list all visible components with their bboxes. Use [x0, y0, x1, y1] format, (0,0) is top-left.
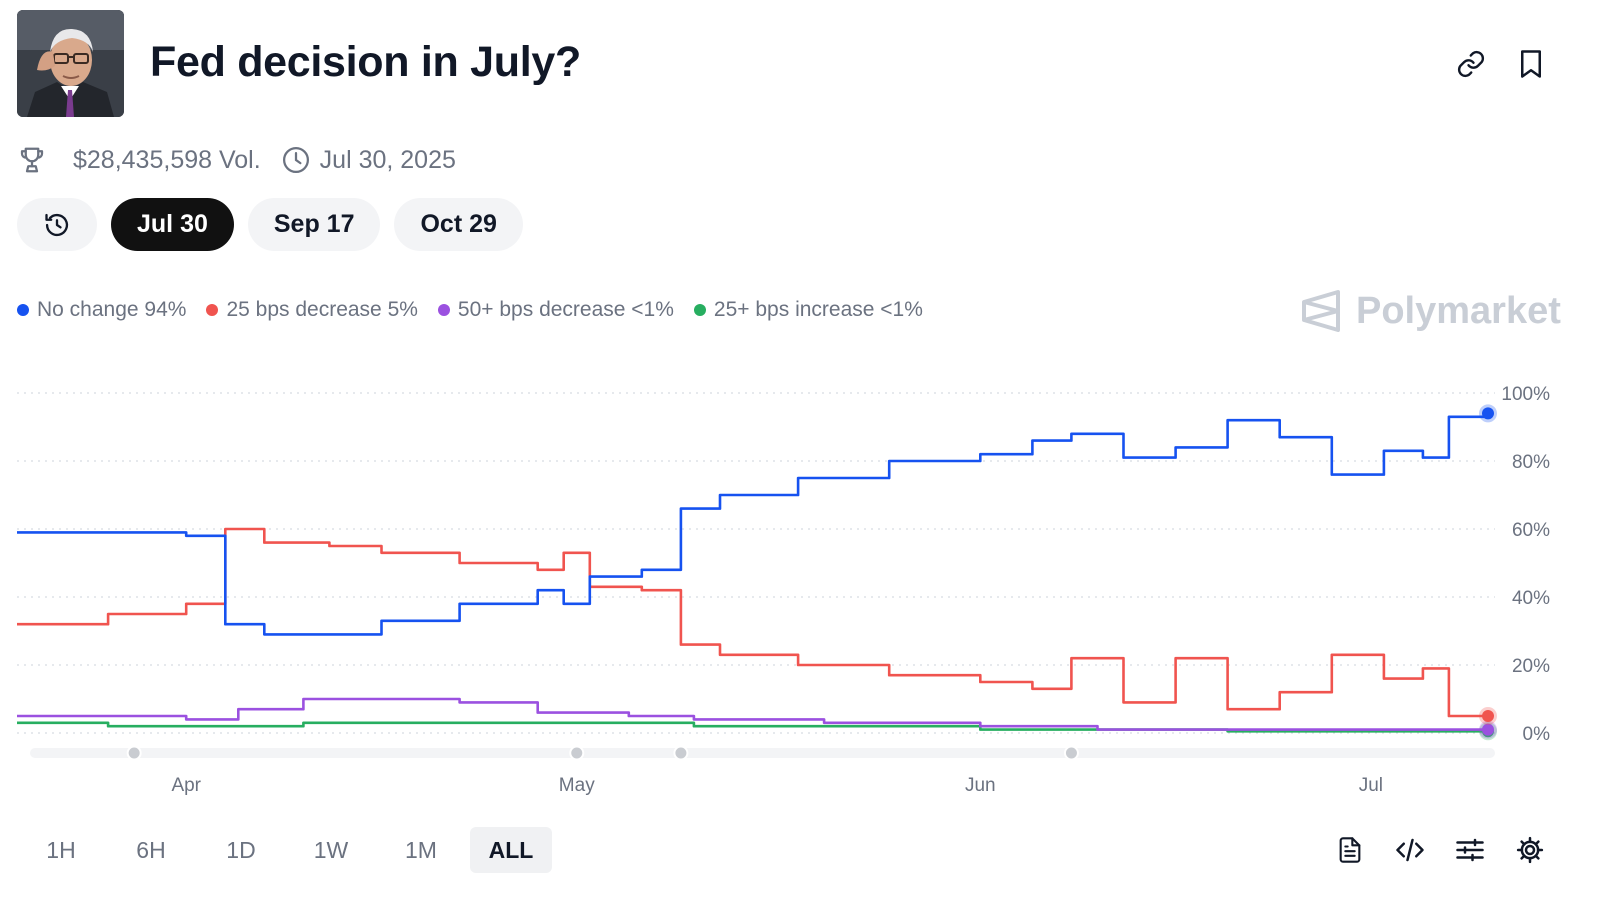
trophy-icon	[17, 145, 47, 175]
legend-dot	[693, 304, 706, 316]
y-tick-label: 0%	[1523, 724, 1551, 745]
gear-icon[interactable]	[1510, 830, 1550, 870]
range-all[interactable]: ALL	[470, 827, 552, 873]
x-tick-label: May	[559, 775, 595, 796]
clock-icon	[281, 145, 311, 175]
timeline-marker	[1063, 745, 1079, 761]
legend-dot	[437, 304, 450, 316]
legend-label: 25 bps decrease 5%	[226, 298, 418, 321]
sliders-icon[interactable]	[1450, 830, 1490, 870]
series-end-point	[1482, 407, 1494, 420]
y-tick-label: 80%	[1512, 452, 1550, 473]
y-tick-label: 100%	[1501, 384, 1550, 405]
50bps-decrease-line	[17, 697, 1488, 731]
legend-item: 50+ bps decrease <1%	[437, 298, 674, 322]
legend-item: 25 bps decrease 5%	[206, 298, 418, 322]
x-tick-label: Apr	[171, 775, 201, 796]
series-layer	[17, 404, 1497, 741]
series-end-point	[1482, 710, 1494, 722]
chart-legend: No change 94% 25 bps decrease 5% 50+ bps…	[17, 298, 923, 322]
volume-text: $28,435,598 Vol.	[73, 145, 261, 174]
brand-name: Polymarket	[1356, 289, 1561, 332]
series-end-point	[1482, 723, 1494, 736]
legend-label: No change 94%	[37, 298, 187, 321]
history-icon	[43, 211, 71, 239]
legend-dot	[206, 304, 219, 316]
range-1d[interactable]: 1D	[226, 836, 256, 863]
history-button[interactable]	[17, 198, 97, 251]
y-tick-label: 40%	[1512, 588, 1550, 609]
x-tick-label: Jul	[1359, 775, 1383, 796]
chart-toolbar	[1330, 830, 1550, 870]
price-chart[interactable]: 100% 80% 60% 40% 20% 0% Apr May Jun Jul	[0, 360, 1600, 810]
date-tabs: Jul 30 Sep 17 Oct 29	[17, 198, 523, 251]
range-6h[interactable]: 6H	[136, 836, 166, 863]
25bps-decrease-line	[17, 527, 1488, 718]
axis-layer: 100% 80% 60% 40% 20% 0% Apr May Jun Jul	[171, 384, 1550, 796]
tab-oct-29[interactable]: Oct 29	[394, 198, 523, 251]
code-icon[interactable]	[1390, 830, 1430, 870]
legend-label: 50+ bps decrease <1%	[457, 298, 674, 321]
grid-layer	[17, 392, 1495, 734]
timeline-marker	[126, 745, 142, 761]
range-1h[interactable]: 1H	[46, 836, 76, 863]
no-change-line	[17, 413, 1490, 636]
legend-label: 25+ bps increase <1%	[713, 298, 923, 321]
tab-jul-30[interactable]: Jul 30	[111, 198, 234, 251]
polymarket-watermark: Polymarket	[1300, 288, 1561, 334]
polymarket-logo-icon	[1300, 288, 1342, 334]
end-date-text: Jul 30, 2025	[319, 145, 456, 174]
timeline-marker	[673, 745, 689, 761]
range-1w[interactable]: 1W	[313, 836, 349, 863]
tab-sep-17[interactable]: Sep 17	[247, 198, 381, 251]
y-tick-label: 60%	[1512, 520, 1550, 541]
timeline-track	[30, 748, 1495, 758]
legend-dot	[17, 304, 29, 316]
scrubber-layer	[30, 745, 1495, 761]
page-title: Fed decision in July?	[150, 38, 581, 86]
x-tick-label: Jun	[965, 775, 996, 796]
y-tick-label: 20%	[1512, 656, 1550, 677]
range-1m[interactable]: 1M	[405, 836, 437, 863]
timeline-marker	[569, 745, 585, 761]
bookmark-icon[interactable]	[1511, 44, 1551, 84]
link-icon[interactable]	[1451, 44, 1491, 84]
market-meta: $28,435,598 Vol. Jul 30, 2025	[17, 142, 456, 178]
time-range-tabs: 1H 6H 1D 1W 1M ALL	[20, 827, 552, 873]
document-icon[interactable]	[1330, 830, 1370, 870]
legend-item: No change 94%	[17, 298, 186, 322]
market-image	[17, 10, 124, 117]
legend-item: 25+ bps increase <1%	[693, 298, 923, 322]
